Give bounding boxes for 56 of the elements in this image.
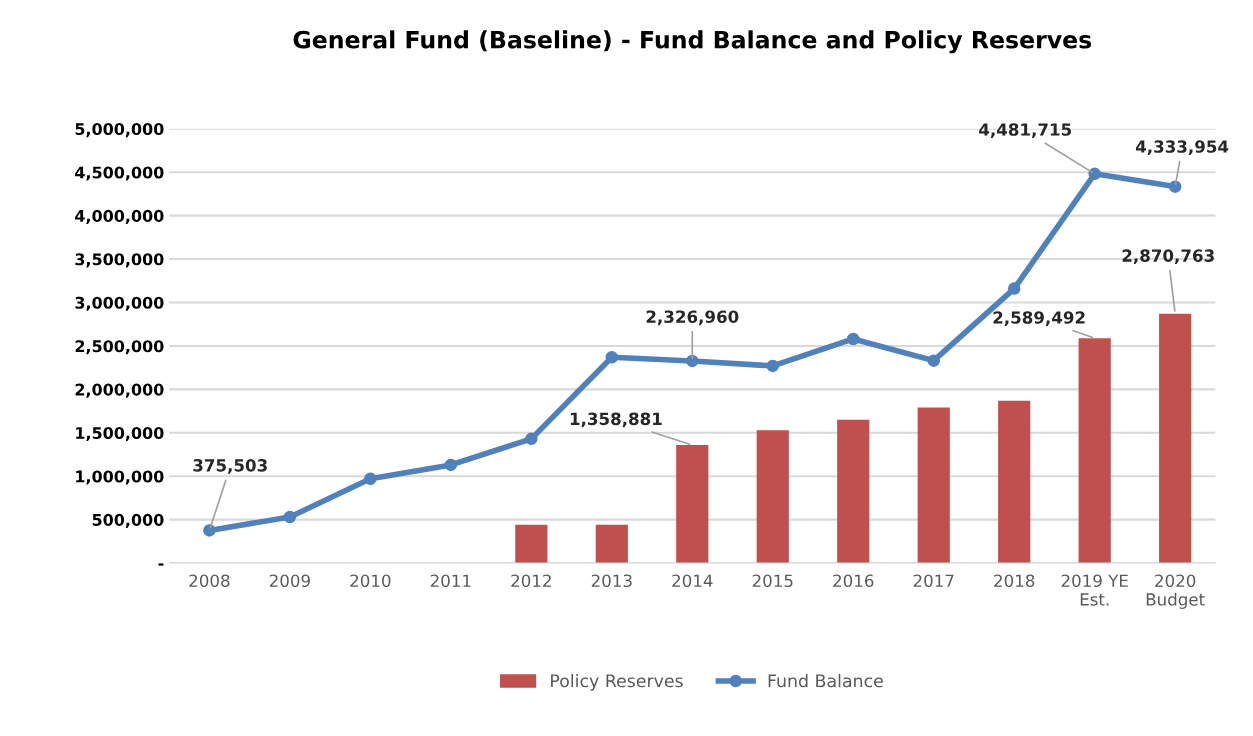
- data-label: 2,870,763: [1122, 249, 1214, 265]
- y-tick-label: 4,000,000: [75, 209, 164, 224]
- x-tick-label: 2015: [752, 574, 793, 588]
- x-tick-label: 2012: [511, 574, 551, 588]
- bar: [515, 524, 548, 564]
- point: [766, 359, 780, 373]
- y-tick-label: 1,500,000: [76, 426, 164, 442]
- y-tick-label: 2,500,000: [75, 340, 164, 355]
- point: [283, 510, 297, 524]
- y-tick-label: 5,000,000: [75, 123, 164, 138]
- point: [525, 432, 538, 446]
- x-tick-label: 2011: [430, 574, 471, 588]
- y-tick-label: 3,000,000: [75, 296, 164, 311]
- point: [1168, 180, 1182, 193]
- bar: [998, 400, 1031, 564]
- y-tick-label: 2,000,000: [75, 383, 164, 398]
- x-tick-label: 2009: [269, 574, 310, 588]
- bar: [595, 524, 628, 564]
- y-tick-label: 1,000,000: [76, 470, 164, 485]
- x-tick-label: 2019 YE Est.: [1061, 574, 1128, 606]
- bar: [837, 419, 870, 564]
- bar: [1159, 313, 1192, 564]
- point: [605, 350, 619, 364]
- x-tick-label: 2013: [591, 574, 632, 588]
- legend-label: Policy Reserves: [551, 673, 683, 691]
- x-tick-label: 2016: [833, 574, 874, 588]
- data-label: 4,481,715: [979, 123, 1071, 138]
- data-label: 4,333,954: [1135, 140, 1229, 155]
- x-tick-label: 2020 Budget: [1146, 574, 1205, 609]
- y-tick-label: -: [158, 563, 164, 566]
- x-tick-label: 2018: [994, 574, 1035, 588]
- x-tick-label: 2014: [672, 574, 713, 588]
- point: [444, 458, 458, 472]
- data-label: 375,503: [193, 459, 267, 474]
- legend-label: Fund Balance: [768, 673, 883, 688]
- x-tick-label: 2008: [189, 574, 230, 588]
- point: [1007, 282, 1021, 295]
- data-label: 2,589,492: [993, 311, 1085, 326]
- point: [1088, 167, 1101, 181]
- point: [927, 354, 940, 367]
- point: [203, 524, 216, 537]
- point: [364, 472, 377, 486]
- bar: [1078, 338, 1111, 564]
- x-tick-label: 2017: [913, 574, 954, 588]
- bar: [917, 407, 950, 564]
- point: [846, 332, 860, 346]
- data-label: 1,358,881: [570, 412, 662, 428]
- y-tick-label: 3,500,000: [75, 253, 164, 268]
- y-tick-label: 4,500,000: [75, 166, 164, 181]
- bar: [676, 445, 709, 564]
- data-label: 2,326,960: [646, 310, 739, 326]
- point: [686, 354, 699, 368]
- x-tick-label: 2010: [350, 574, 391, 588]
- chart-title: General Fund (Baseline) - Fund Balance and Policy Reserves: [293, 30, 1092, 54]
- bar: [756, 430, 789, 564]
- y-tick-label: 500,000: [92, 513, 164, 528]
